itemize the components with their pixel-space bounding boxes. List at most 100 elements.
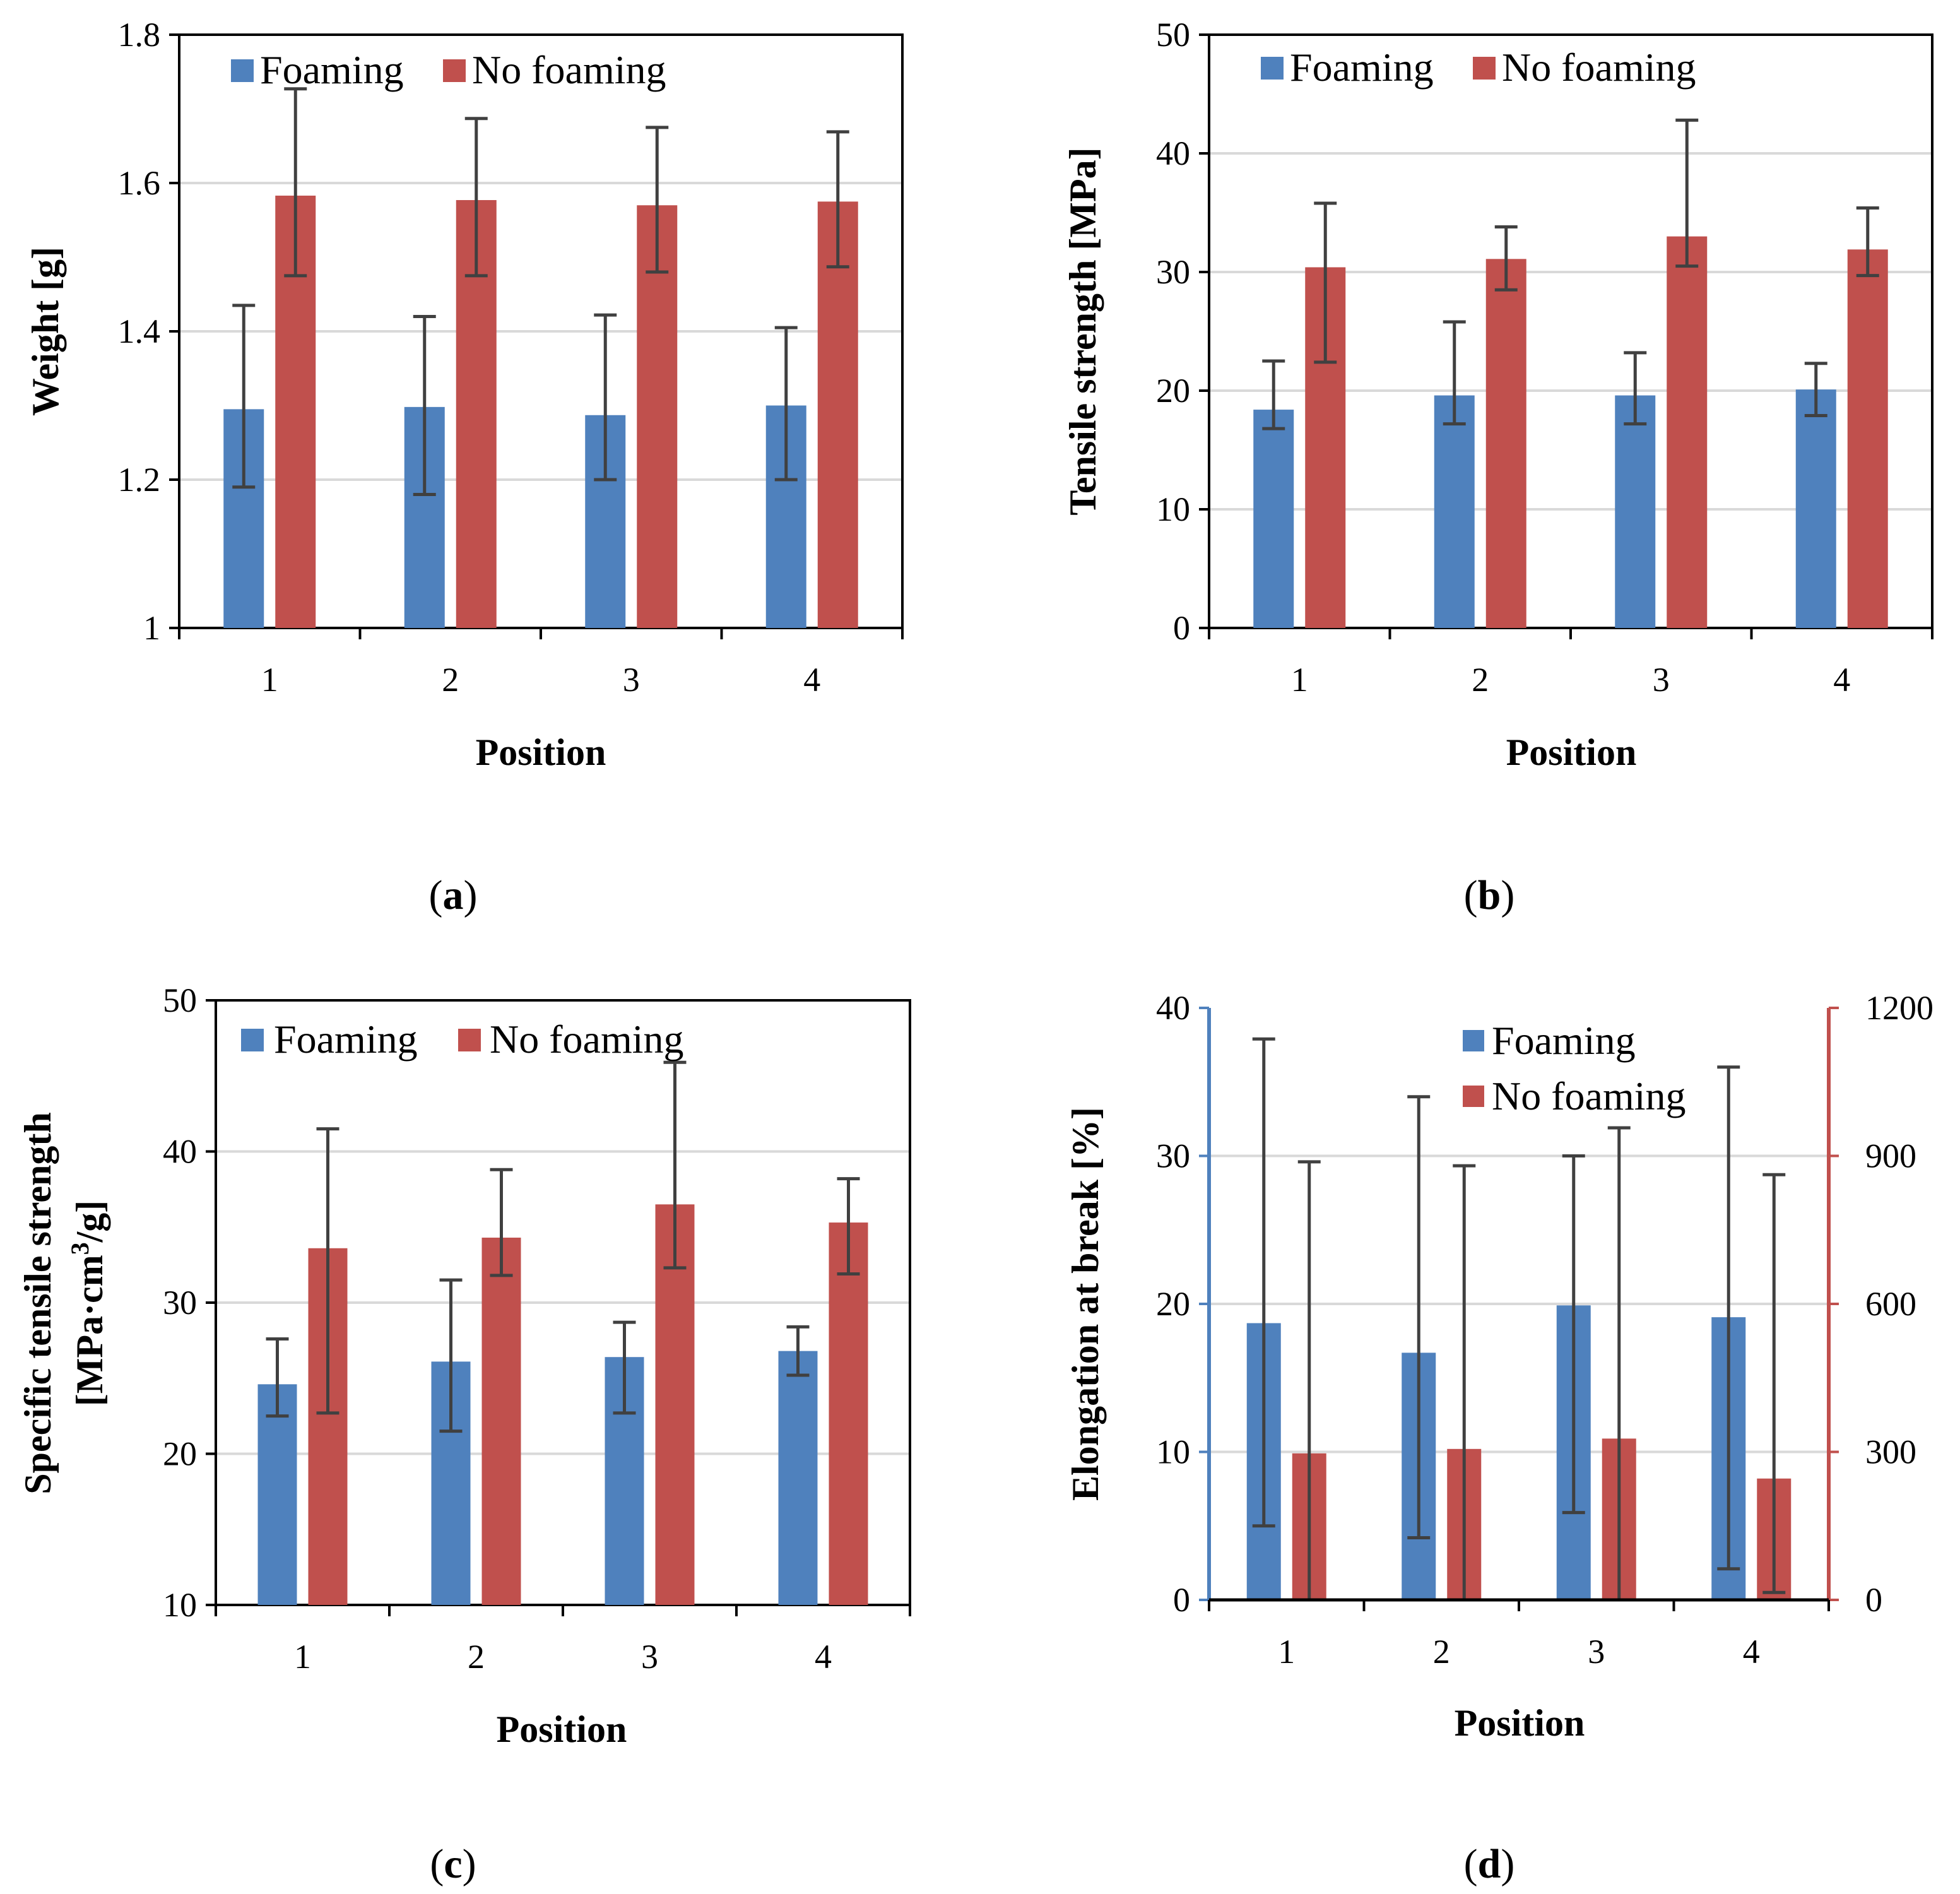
chart-c-errorbar-foaming-4 bbox=[786, 1325, 810, 1377]
chart-b-tensile-strength: 0 10 20 30 40 50 1 2 3 4 Foaming No foaming Posit… bbox=[1062, 16, 1933, 918]
chart-d-y2-tick-label: 900 bbox=[1865, 1137, 1916, 1175]
chart-c-errorbar-foaming-1 bbox=[266, 1337, 289, 1418]
chart-a-y-tick-label: 1 bbox=[143, 609, 160, 647]
chart-b-errorbar-foaming-1 bbox=[1262, 359, 1285, 430]
chart-b-x-tick-label: 2 bbox=[1472, 661, 1489, 699]
chart-c-bar-no-foaming-3 bbox=[655, 1204, 695, 1605]
chart-a-caption-letter: a bbox=[443, 872, 464, 918]
chart-c-errorbar-foaming-2 bbox=[439, 1278, 463, 1433]
chart-c-errorbar-no-foaming-4 bbox=[837, 1177, 860, 1275]
chart-a-y-tick-label: 1.2 bbox=[118, 461, 161, 499]
chart-c-legend-label-foaming: Foaming bbox=[274, 1017, 418, 1062]
chart-a-y-tick-label: 1.6 bbox=[118, 164, 161, 202]
chart-c-bar-no-foaming-2 bbox=[481, 1238, 521, 1605]
chart-b-bar-no-foaming-4 bbox=[1847, 249, 1888, 628]
chart-c-legend-swatch-no-foaming bbox=[458, 1029, 481, 1051]
chart-d-x-tick-label: 4 bbox=[1743, 1633, 1760, 1671]
chart-c-y-tick-label: 30 bbox=[163, 1284, 197, 1322]
chart-b-legend: Foaming No foaming bbox=[1261, 45, 1696, 90]
chart-a-bar-no-foaming-4 bbox=[817, 201, 858, 628]
chart-b-bar-foaming-4 bbox=[1795, 389, 1836, 628]
chart-b-y-tick-label: 50 bbox=[1156, 16, 1190, 54]
chart-b-y-tick-label: 40 bbox=[1156, 134, 1190, 172]
chart-b-x-tick-label: 3 bbox=[1653, 661, 1670, 699]
chart-b-errorbar-no-foaming-1 bbox=[1314, 201, 1337, 364]
chart-a-x-tick-label: 2 bbox=[442, 661, 459, 699]
chart-c-bar-foaming-1 bbox=[257, 1384, 297, 1605]
chart-d-y-tick-label: 10 bbox=[1156, 1433, 1190, 1471]
chart-c-legend-swatch-foaming bbox=[241, 1029, 264, 1051]
chart-a-errorbar-foaming-1 bbox=[232, 304, 256, 489]
chart-a-errorbar-no-foaming-4 bbox=[826, 130, 849, 269]
chart-d-y2-tick-label: 0 bbox=[1865, 1581, 1882, 1619]
chart-a-legend-swatch-foaming bbox=[231, 59, 254, 82]
chart-d-y2-tick-label: 1200 bbox=[1865, 989, 1933, 1027]
chart-c-bar-foaming-4 bbox=[778, 1351, 818, 1605]
chart-b-caption-letter: b bbox=[1478, 872, 1501, 918]
chart-d-y-tick-label: 30 bbox=[1156, 1137, 1190, 1175]
chart-d-y2-tick-label: 600 bbox=[1865, 1285, 1916, 1323]
chart-a-x-axis-title: Position bbox=[476, 731, 606, 773]
chart-a-errorbar-foaming-2 bbox=[413, 315, 436, 496]
chart-c-legend: Foaming No foaming bbox=[241, 1017, 684, 1062]
chart-d-x-tick-label: 2 bbox=[1433, 1633, 1450, 1671]
chart-d-y-tick-label: 20 bbox=[1156, 1285, 1190, 1323]
chart-d-legend: Foaming No foaming bbox=[1463, 1018, 1686, 1118]
chart-b-y-tick-label: 30 bbox=[1156, 253, 1190, 291]
chart-c-x-axis-title: Position bbox=[497, 1708, 627, 1750]
chart-b-caption: (b) bbox=[1464, 872, 1515, 918]
chart-b-errorbar-foaming-3 bbox=[1624, 351, 1647, 426]
chart-d-y-tick-label: 40 bbox=[1156, 989, 1190, 1027]
chart-d-legend-swatch-foaming bbox=[1463, 1030, 1484, 1051]
chart-d-x-tick-label: 1 bbox=[1278, 1633, 1295, 1671]
chart-c-y-tick-label: 40 bbox=[163, 1133, 197, 1171]
chart-c-y-tick-label: 50 bbox=[163, 981, 197, 1019]
chart-b-y-tick-label: 0 bbox=[1173, 609, 1190, 647]
chart-c-errorbar-no-foaming-3 bbox=[663, 1060, 687, 1270]
chart-c-x-tick-label: 4 bbox=[815, 1638, 832, 1676]
chart-d-y2-tick-label: 300 bbox=[1865, 1433, 1916, 1471]
chart-a-weight: 1 1.2 1.4 1.6 1.8 1 2 3 4 Foaming No foaming Pos… bbox=[25, 16, 904, 918]
chart-d-errorbar-foaming-3 bbox=[1562, 1154, 1585, 1515]
chart-c-caption-letter: c bbox=[444, 1841, 462, 1887]
chart-d-y-tick-label: 0 bbox=[1173, 1581, 1190, 1619]
chart-d-x-axis-title: Position bbox=[1455, 1702, 1585, 1744]
chart-c-y-axis-title-line2: [MPa·cm3/g] bbox=[66, 1200, 110, 1407]
chart-d-errorbar-foaming-1 bbox=[1252, 1037, 1275, 1528]
chart-a-errorbar-no-foaming-2 bbox=[464, 117, 488, 278]
chart-b-errorbar-no-foaming-2 bbox=[1494, 225, 1518, 292]
chart-b-errorbar-foaming-4 bbox=[1804, 362, 1827, 417]
chart-b-legend-swatch-no-foaming bbox=[1473, 57, 1496, 80]
chart-b-bar-no-foaming-2 bbox=[1485, 259, 1526, 628]
chart-b-errorbar-no-foaming-4 bbox=[1856, 206, 1879, 278]
chart-b-bar-foaming-3 bbox=[1615, 395, 1656, 628]
chart-c-x-tick-label: 1 bbox=[294, 1638, 311, 1676]
chart-b-x-tick-label: 4 bbox=[1833, 661, 1850, 699]
chart-c-specific-tensile-strength: 10 20 30 40 50 1 2 3 4 Foaming No foaming Positi… bbox=[17, 981, 911, 1887]
chart-d-legend-label-foaming: Foaming bbox=[1492, 1018, 1636, 1063]
chart-c-caption: (c) bbox=[430, 1841, 476, 1887]
chart-b-y-axis-title: Tensile strength [MPa] bbox=[1062, 147, 1104, 515]
chart-d-caption: (d) bbox=[1464, 1841, 1515, 1887]
chart-b-errorbar-foaming-2 bbox=[1443, 320, 1466, 426]
chart-a-errorbar-foaming-3 bbox=[594, 313, 617, 482]
chart-b-y-tick-label: 20 bbox=[1156, 372, 1190, 410]
chart-b-x-axis-title: Position bbox=[1506, 731, 1637, 773]
chart-d-elongation-at-break: 0 10 20 30 40 0 300 600 900 1200 1 2 3 4 Foaming No f… bbox=[1065, 989, 1933, 1887]
chart-a-y-axis-title: Weight [g] bbox=[25, 247, 66, 416]
chart-b-bar-foaming-1 bbox=[1253, 410, 1294, 628]
chart-c-y-axis-title-line1: Specific tensile strength bbox=[17, 1112, 59, 1494]
chart-b-x-tick-label: 1 bbox=[1291, 661, 1308, 699]
chart-c-bar-no-foaming-4 bbox=[829, 1222, 868, 1605]
chart-a-y-tick-label: 1.4 bbox=[118, 312, 161, 350]
chart-a-bar-no-foaming-3 bbox=[637, 205, 678, 628]
chart-d-errorbar-foaming-2 bbox=[1407, 1095, 1431, 1540]
chart-c-errorbar-no-foaming-2 bbox=[490, 1168, 513, 1277]
chart-a-legend-label-foaming: Foaming bbox=[260, 47, 404, 92]
chart-d-x-tick-label: 3 bbox=[1588, 1633, 1605, 1671]
chart-c-y-tick-label: 10 bbox=[163, 1586, 197, 1624]
chart-d-errorbar-no-foaming-4 bbox=[1762, 1173, 1786, 1594]
chart-d-y-axis-title: Elongation at break [%] bbox=[1065, 1107, 1106, 1501]
chart-b-legend-label-no-foaming: No foaming bbox=[1502, 45, 1696, 90]
